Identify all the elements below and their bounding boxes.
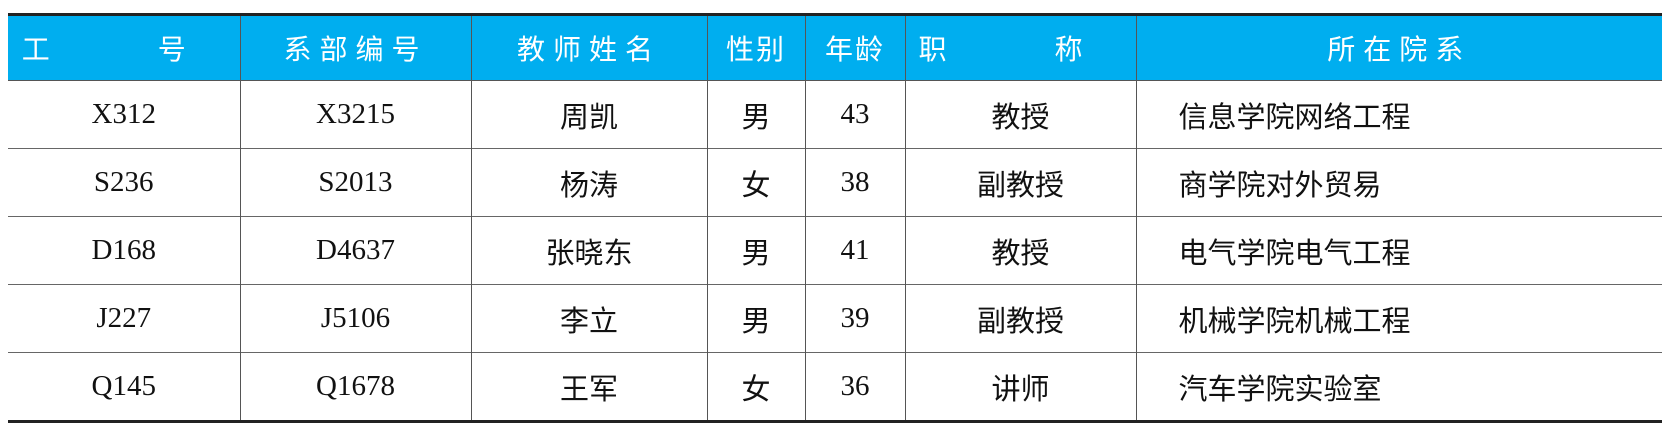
table-row: Q145 Q1678 王军女 36 讲师 汽车学院实验室 [8, 352, 1662, 422]
header-dept-code: 系部编号 [239, 14, 471, 81]
teacher-table: 工 号 系部编号 教师姓名 性别 年龄 职 称 所在院系 X312 X3215 周凯… [8, 13, 1662, 423]
cell-gender: 女 [706, 148, 805, 217]
cell-gender: 男 [706, 80, 805, 149]
cell-age: 43 [804, 80, 905, 149]
cell-dept-code: Q1678 [239, 352, 471, 422]
cell-department: 信息学院网络工程 [1135, 80, 1662, 149]
cell-age: 38 [804, 148, 905, 217]
cell-gender: 男 [706, 216, 805, 285]
table-row: S236 S2013 杨涛女 38 副教授 商学院对外贸易 [8, 148, 1662, 217]
cell-title: 教授 [904, 216, 1136, 285]
cell-teacher-name: 周凯 [470, 80, 707, 149]
cell-age: 39 [804, 284, 905, 353]
header-teacher-name: 教师姓名 [470, 14, 707, 81]
cell-age: 41 [804, 216, 905, 285]
header-title: 职 称 [904, 14, 1136, 81]
cell-title: 讲师 [904, 352, 1136, 422]
cell-staff-id: X312 [8, 80, 240, 149]
table-row: X312 X3215 周凯男 43 教授 信息学院网络工程 [8, 80, 1662, 149]
table-header-row: 工 号 系部编号 教师姓名 性别 年龄 职 称 所在院系 [8, 14, 1662, 81]
header-gender: 性别 [706, 14, 805, 81]
cell-dept-code: D4637 [239, 216, 471, 285]
cell-staff-id: J227 [8, 284, 240, 353]
table-row: J227 J5106 李立男 39 副教授 机械学院机械工程 [8, 284, 1662, 353]
cell-department: 电气学院电气工程 [1135, 216, 1662, 285]
cell-department: 商学院对外贸易 [1135, 148, 1662, 217]
cell-teacher-name: 张晓东 [470, 216, 707, 285]
cell-title: 教授 [904, 80, 1136, 149]
cell-gender: 女 [706, 352, 805, 422]
cell-staff-id: Q145 [8, 352, 240, 422]
table-row: D168 D4637 张晓东男 41 教授 电气学院电气工程 [8, 216, 1662, 285]
cell-department: 汽车学院实验室 [1135, 352, 1662, 422]
cell-teacher-name: 李立 [470, 284, 707, 353]
cell-gender: 男 [706, 284, 805, 353]
cell-staff-id: D168 [8, 216, 240, 285]
cell-dept-code: J5106 [239, 284, 471, 353]
header-staff-id: 工 号 [8, 14, 240, 81]
cell-teacher-name: 王军 [470, 352, 707, 422]
cell-dept-code: S2013 [239, 148, 471, 217]
cell-age: 36 [804, 352, 905, 422]
cell-title: 副教授 [904, 148, 1136, 217]
cell-dept-code: X3215 [239, 80, 471, 149]
header-age: 年龄 [804, 14, 905, 81]
cell-staff-id: S236 [8, 148, 240, 217]
cell-teacher-name: 杨涛 [470, 148, 707, 217]
header-department: 所在院系 [1135, 14, 1662, 81]
cell-title: 副教授 [904, 284, 1136, 353]
cell-department: 机械学院机械工程 [1135, 284, 1662, 353]
